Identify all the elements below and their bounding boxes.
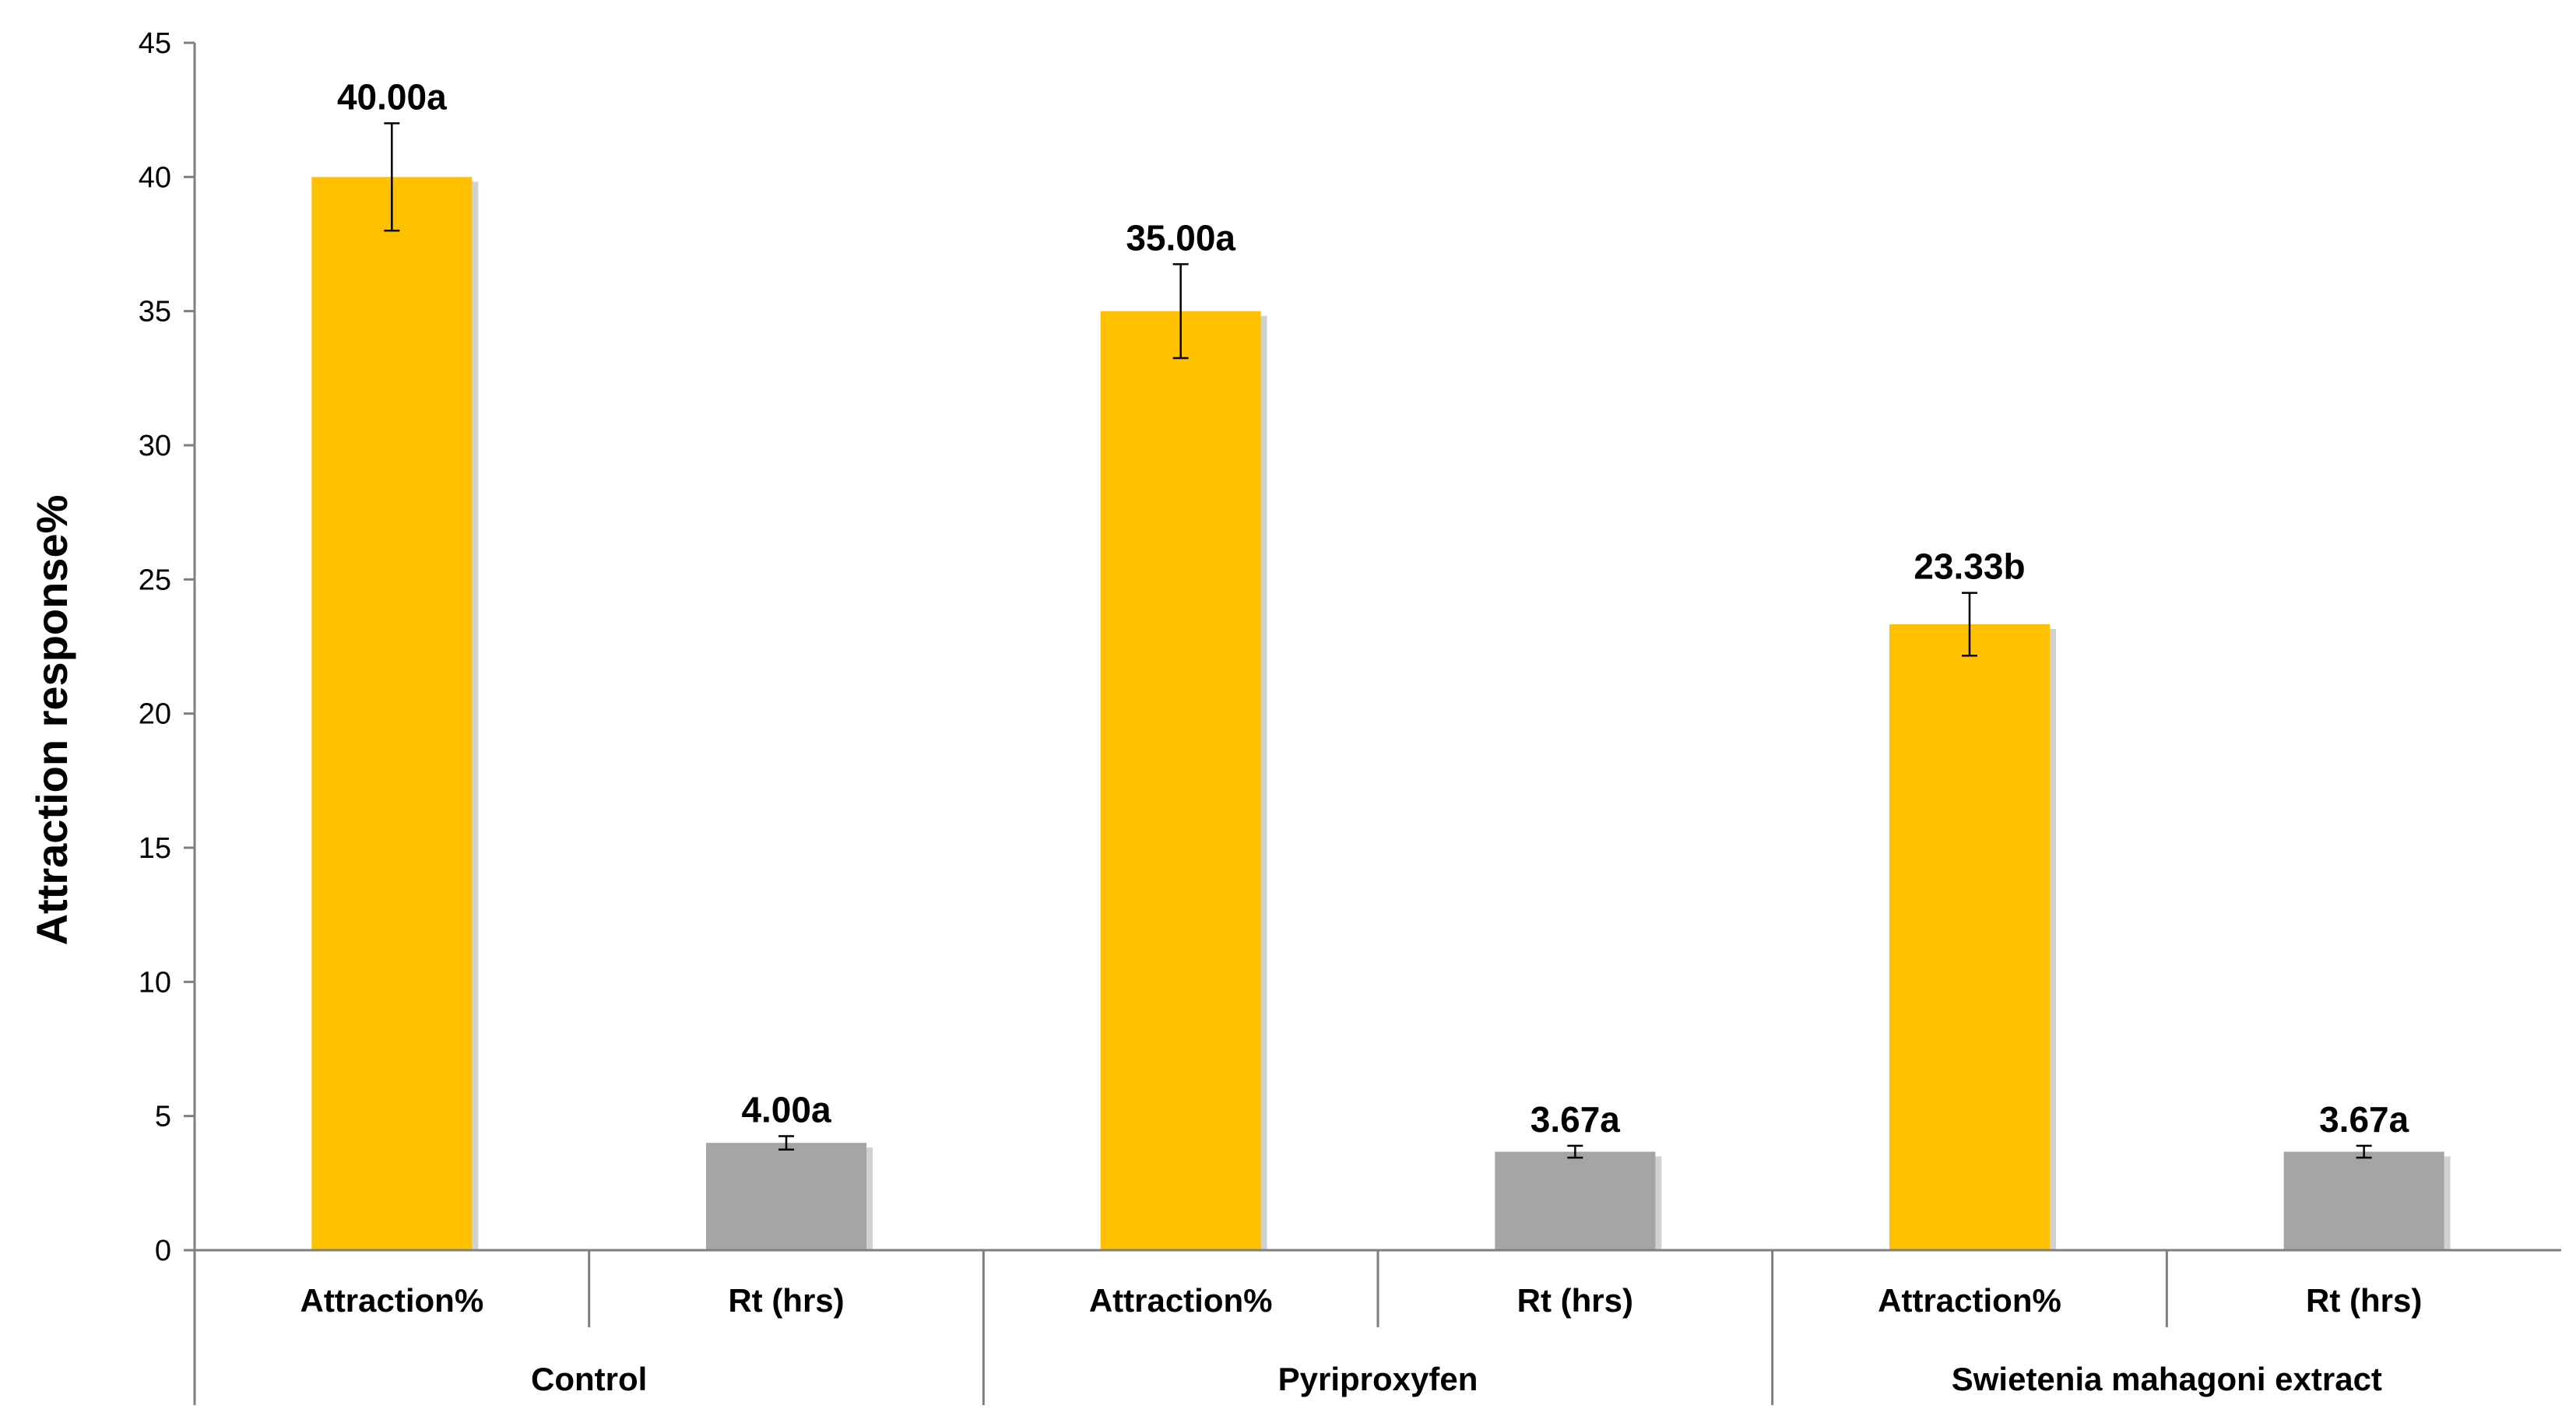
y-tick-label: 15 xyxy=(139,832,171,865)
x-axis: Attraction% Rt (hrs) Control Attraction% Rt … xyxy=(193,1249,2561,1405)
bar xyxy=(1495,1151,1656,1250)
x-category-label: Rt (hrs) xyxy=(728,1282,844,1319)
x-category-label: Attraction% xyxy=(1089,1282,1273,1319)
x-group-label: Control xyxy=(531,1361,647,1397)
data-label: 23.33b xyxy=(1914,546,2025,587)
bar xyxy=(2283,1151,2444,1250)
bar xyxy=(706,1143,866,1250)
data-label: 40.00a xyxy=(337,76,447,117)
y-tick-label: 25 xyxy=(139,564,171,596)
bars xyxy=(311,177,2451,1251)
y-axis: 0 5 10 15 20 25 30 35 40 45 xyxy=(139,27,196,1267)
y-tick-label: 20 xyxy=(139,698,171,731)
data-label: 3.67a xyxy=(2319,1099,2409,1140)
bar xyxy=(1100,311,1261,1251)
data-label: 3.67a xyxy=(1530,1099,1621,1140)
y-tick-label: 35 xyxy=(139,296,171,329)
y-axis-label: Attraction response% xyxy=(27,495,76,946)
x-group-label: Pyriproxyfen xyxy=(1278,1361,1478,1397)
bar xyxy=(1889,624,2050,1250)
error-bars xyxy=(384,122,2372,1159)
x-category-label: Rt (hrs) xyxy=(1517,1282,1633,1319)
x-category-label: Attraction% xyxy=(1878,1282,2061,1319)
y-tick-label: 45 xyxy=(139,27,171,60)
y-tick-label: 40 xyxy=(139,161,171,194)
y-tick-label: 10 xyxy=(139,966,171,999)
data-labels: 40.00a 4.00a 35.00a 3.67a 23.33b 3.67a xyxy=(337,76,2409,1140)
x-category-label: Attraction% xyxy=(300,1282,483,1319)
bar xyxy=(311,177,473,1250)
x-group-label: Swietenia mahagoni extract xyxy=(1952,1361,2382,1397)
y-tick-label: 5 xyxy=(155,1101,171,1133)
y-tick-label: 0 xyxy=(155,1235,171,1267)
data-label: 35.00a xyxy=(1126,217,1235,258)
y-tick-label: 30 xyxy=(139,430,171,462)
x-category-label: Rt (hrs) xyxy=(2306,1282,2422,1319)
data-label: 4.00a xyxy=(741,1090,831,1130)
